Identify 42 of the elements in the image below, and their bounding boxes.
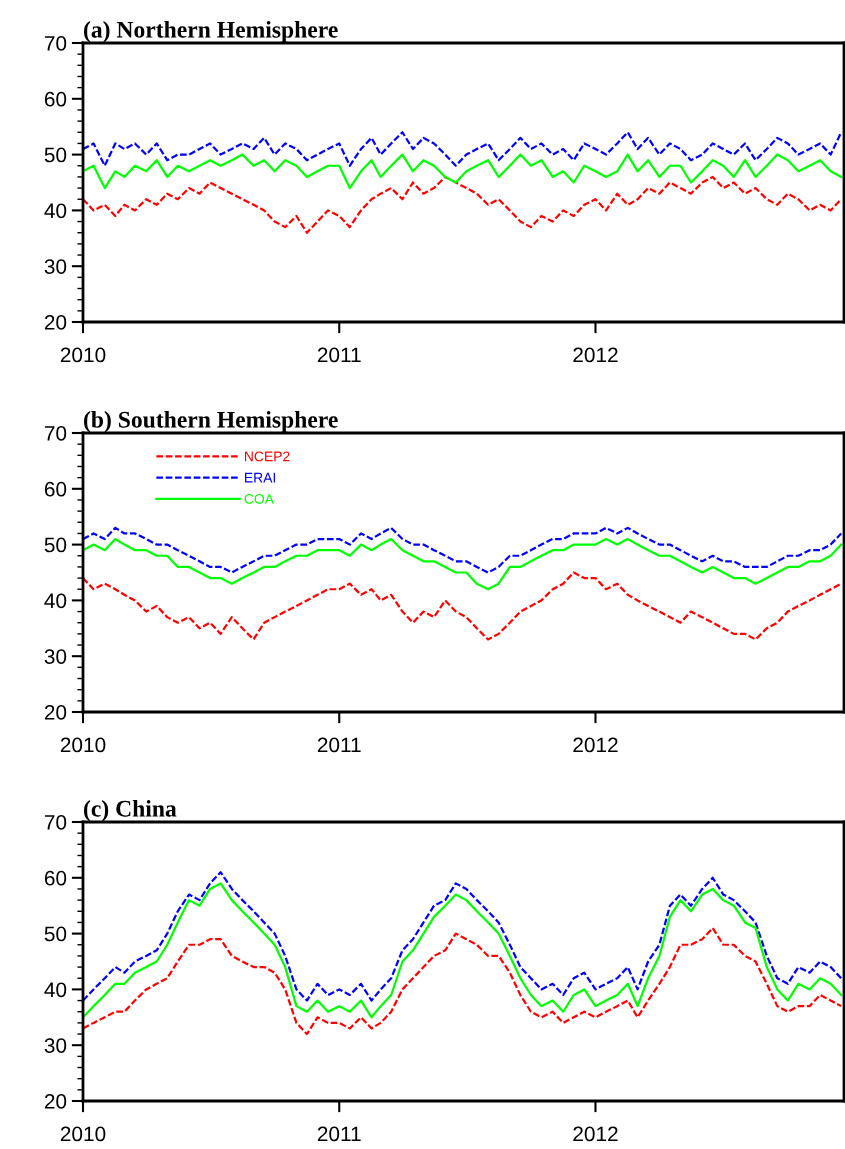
line-series xyxy=(83,153,843,190)
line-series xyxy=(83,571,843,641)
y-tick-label: 30 xyxy=(44,649,67,664)
chart-title: (c) China xyxy=(84,800,177,822)
text: COA xyxy=(244,494,274,504)
y-tick-label: 60 xyxy=(44,91,67,107)
chart-title: (a) Northern Hemisphere xyxy=(84,21,338,43)
y-tick-label: 70 xyxy=(44,36,67,51)
y-tick-label: 70 xyxy=(44,815,67,830)
y-tick-label: 50 xyxy=(44,537,67,553)
y-tick-label: 20 xyxy=(44,705,67,720)
x-tick-label: 2012 xyxy=(573,347,618,363)
y-tick-label: 70 xyxy=(44,426,67,441)
y-tick-label: 60 xyxy=(44,870,67,886)
line-series xyxy=(83,882,843,1019)
x-tick-label: 2012 xyxy=(573,1126,618,1142)
x-tick-label: 2010 xyxy=(60,347,106,363)
line-series xyxy=(83,926,843,1036)
line-series xyxy=(83,526,843,574)
chart-title: (b) Southern Hemisphere xyxy=(84,411,338,433)
line-series xyxy=(83,175,843,234)
y-tick-label: 40 xyxy=(44,593,67,609)
line-series xyxy=(83,537,843,591)
text: ERAI xyxy=(245,472,276,483)
x-tick-label: 2011 xyxy=(317,737,361,753)
line-series xyxy=(83,871,843,1002)
y-tick-label: 30 xyxy=(44,1038,67,1053)
x-tick-label: 2010 xyxy=(60,737,106,753)
y-tick-label: 40 xyxy=(44,982,67,998)
y-tick-label: 20 xyxy=(44,315,67,330)
x-tick-label: 2010 xyxy=(60,1126,106,1142)
y-tick-label: 50 xyxy=(44,926,67,942)
y-tick-label: 50 xyxy=(44,147,67,163)
x-tick-label: 2011 xyxy=(317,1126,361,1142)
y-tick-label: 60 xyxy=(44,481,67,497)
y-tick-label: 20 xyxy=(44,1094,67,1109)
x-tick-label: 2012 xyxy=(573,737,618,753)
y-tick-label: 30 xyxy=(44,259,67,274)
x-tick-label: 2011 xyxy=(317,347,361,363)
y-tick-label: 40 xyxy=(44,203,67,219)
line-series xyxy=(83,131,843,167)
text: NCEP2 xyxy=(245,451,290,462)
